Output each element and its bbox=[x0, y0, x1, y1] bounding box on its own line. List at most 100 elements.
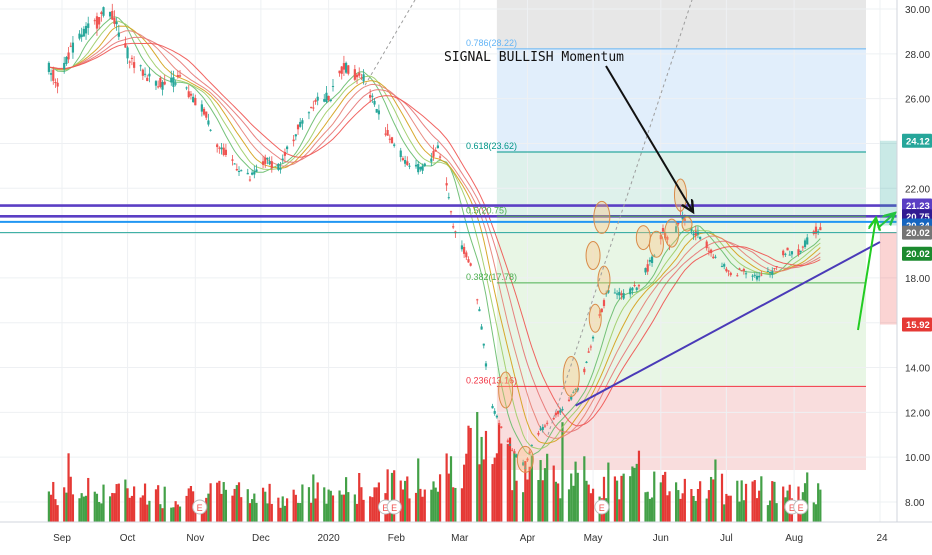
grid-lines bbox=[0, 0, 897, 522]
candle-body bbox=[185, 87, 188, 89]
volume-bar bbox=[530, 456, 533, 522]
candle-body bbox=[773, 268, 776, 270]
volume-bar bbox=[67, 453, 70, 522]
candle-body bbox=[388, 138, 391, 140]
candle-body bbox=[788, 254, 791, 256]
volume-bar bbox=[148, 500, 151, 522]
candle-body bbox=[766, 270, 769, 272]
candle-body bbox=[801, 246, 804, 248]
candle-body bbox=[248, 179, 252, 181]
fibonacci-labels: 0.786(28.22) 0.618(23.62) 0.5(20.75) 0.382(… bbox=[466, 38, 517, 385]
volume-bar bbox=[69, 476, 72, 522]
candle-body bbox=[369, 95, 372, 98]
candle-body bbox=[434, 150, 437, 152]
volume-bar bbox=[111, 492, 114, 522]
candle-body bbox=[622, 293, 625, 299]
volume-bar bbox=[650, 497, 654, 522]
candle-body bbox=[650, 256, 654, 264]
candle-body bbox=[511, 449, 514, 451]
candle-body bbox=[709, 249, 713, 254]
candle-body bbox=[340, 66, 343, 74]
candle-body bbox=[49, 73, 53, 75]
volume-bar bbox=[408, 498, 411, 522]
volume-bar bbox=[476, 412, 479, 522]
volume-bar bbox=[141, 495, 144, 522]
volume-bar bbox=[491, 464, 494, 522]
candle-body bbox=[386, 129, 389, 136]
volume-bar bbox=[589, 493, 592, 522]
y-tick-label: 30.00 bbox=[905, 5, 930, 16]
candle-body bbox=[552, 418, 555, 420]
y-tick-label: 28.00 bbox=[905, 50, 930, 61]
volume-bar bbox=[469, 427, 472, 522]
volume-bar bbox=[635, 463, 638, 522]
volume-bar bbox=[432, 481, 435, 522]
candle-body bbox=[751, 275, 754, 277]
candle-body bbox=[52, 69, 55, 81]
volume-bar bbox=[369, 496, 372, 522]
candle-body bbox=[408, 165, 411, 167]
highlight-circle bbox=[588, 303, 602, 333]
volume-bar bbox=[602, 476, 606, 522]
volume-bar bbox=[417, 458, 420, 522]
volume-bar bbox=[113, 493, 116, 522]
volume-bar bbox=[292, 489, 295, 522]
earnings-marker-label: E bbox=[197, 503, 203, 513]
volume-bar bbox=[740, 480, 743, 522]
volume-bar bbox=[452, 487, 455, 522]
volume-bar bbox=[207, 493, 210, 522]
candle-body bbox=[279, 168, 282, 170]
x-tick-label: Jun bbox=[653, 533, 669, 544]
volume-bar bbox=[404, 480, 407, 522]
volume-bar bbox=[768, 500, 772, 522]
volume-bar bbox=[399, 480, 402, 522]
candle-body bbox=[102, 7, 105, 16]
candle-body bbox=[139, 65, 142, 67]
volume-bar bbox=[358, 473, 361, 522]
candle-body bbox=[325, 92, 328, 102]
volume-bar bbox=[296, 502, 300, 522]
candle-body bbox=[782, 250, 785, 256]
volume-bar bbox=[497, 423, 501, 522]
candle-body bbox=[447, 197, 450, 199]
candle-body bbox=[261, 161, 265, 165]
candle-body bbox=[707, 250, 710, 252]
volume-bar bbox=[646, 491, 649, 522]
candle-body bbox=[353, 69, 356, 80]
candle-body bbox=[327, 95, 330, 101]
candle-body bbox=[47, 62, 50, 72]
candle-body bbox=[559, 410, 562, 413]
candle-body bbox=[384, 133, 387, 135]
volume-bar bbox=[209, 483, 212, 522]
volume-bar bbox=[224, 489, 228, 522]
volume-bar bbox=[806, 472, 809, 522]
volume-bar bbox=[421, 496, 424, 522]
volume-bar bbox=[484, 430, 488, 522]
candle-body bbox=[419, 166, 422, 170]
volume-bar bbox=[637, 450, 641, 522]
volume-bar bbox=[80, 493, 83, 522]
volume-bar bbox=[301, 484, 304, 522]
candle-body bbox=[784, 253, 787, 255]
volume-bar bbox=[277, 497, 280, 522]
candle-body bbox=[375, 108, 378, 113]
candle-body bbox=[373, 100, 376, 105]
volume-bar bbox=[108, 496, 112, 522]
candle-body bbox=[491, 405, 494, 409]
candle-body bbox=[556, 410, 560, 415]
candle-body bbox=[54, 81, 57, 84]
x-tick-label: Jul bbox=[720, 533, 733, 544]
volume-bar bbox=[157, 485, 160, 522]
volume-bar bbox=[500, 443, 503, 522]
candle-body bbox=[133, 62, 136, 68]
candle-body bbox=[508, 444, 512, 446]
candle-body bbox=[629, 288, 632, 295]
volume-bar bbox=[463, 464, 466, 522]
volume-bar bbox=[255, 502, 258, 522]
volume-bar bbox=[185, 495, 188, 522]
candle-body bbox=[417, 164, 420, 173]
candle-body bbox=[598, 313, 601, 317]
volume-bar bbox=[607, 462, 610, 522]
candle-body bbox=[141, 69, 144, 76]
